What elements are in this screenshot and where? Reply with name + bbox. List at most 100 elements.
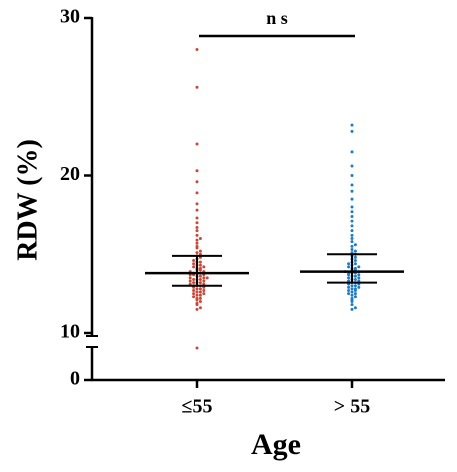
data-point — [198, 293, 202, 297]
data-point — [350, 296, 354, 300]
data-point — [357, 265, 361, 269]
data-point — [350, 214, 354, 218]
data-point — [350, 197, 354, 201]
data-point — [350, 244, 354, 248]
data-point — [195, 238, 199, 242]
data-point — [347, 292, 351, 296]
x-axis-label: Age — [251, 428, 301, 461]
data-point — [195, 229, 199, 233]
data-point — [202, 288, 206, 292]
data-point — [350, 205, 354, 209]
data-point — [195, 142, 199, 146]
data-point — [198, 306, 202, 310]
data-point — [353, 306, 357, 310]
data-point — [350, 229, 354, 233]
data-point — [350, 174, 354, 177]
data-point — [353, 259, 357, 263]
data-point — [353, 266, 357, 270]
data-point — [195, 85, 199, 89]
data-point — [195, 180, 199, 184]
data-point — [195, 244, 199, 248]
data-point — [198, 274, 202, 278]
y-tick-label: 30 — [60, 6, 80, 28]
data-point — [353, 255, 357, 259]
y-tick-label: 20 — [60, 163, 80, 185]
data-point — [350, 129, 354, 133]
data-point — [353, 287, 357, 291]
data-point — [357, 276, 361, 280]
data-point — [347, 262, 351, 266]
data-point — [198, 249, 202, 253]
data-point — [188, 276, 192, 280]
data-point — [198, 266, 202, 270]
data-point — [195, 225, 199, 229]
data-point — [350, 287, 354, 291]
data-point — [192, 277, 196, 281]
data-point — [192, 262, 196, 266]
data-point — [357, 273, 361, 277]
data-point — [195, 296, 199, 300]
data-point — [347, 285, 351, 289]
data-point — [198, 281, 202, 285]
data-point — [192, 288, 196, 292]
data-point — [188, 279, 192, 283]
data-point — [350, 164, 354, 168]
data-point — [192, 281, 196, 285]
data-point — [195, 290, 199, 294]
significance-label: n s — [266, 8, 288, 28]
data-point — [202, 292, 206, 296]
data-point — [353, 274, 357, 278]
data-point — [202, 276, 206, 280]
data-point — [195, 202, 199, 206]
data-point — [350, 248, 354, 252]
data-point — [195, 208, 199, 212]
data-point — [195, 233, 199, 237]
data-point — [350, 240, 354, 244]
data-point — [198, 237, 202, 240]
data-point — [350, 293, 354, 297]
y-axis-label: RDW (%) — [12, 139, 43, 261]
data-point — [195, 221, 199, 225]
data-point — [353, 243, 357, 247]
data-point — [195, 307, 199, 311]
data-point — [195, 251, 199, 255]
data-point — [353, 262, 357, 266]
data-point — [350, 183, 354, 187]
data-point — [347, 276, 351, 280]
data-point — [195, 293, 199, 297]
data-point — [198, 277, 202, 281]
data-point — [353, 284, 357, 288]
data-point — [202, 265, 206, 269]
data-point — [350, 237, 354, 240]
data-point — [198, 300, 202, 303]
y-tick-label: 0 — [70, 368, 80, 390]
data-point — [195, 48, 199, 51]
data-point — [202, 279, 206, 283]
data-point — [353, 249, 357, 253]
data-point — [350, 290, 354, 294]
data-point — [353, 292, 357, 296]
data-point — [198, 263, 202, 267]
data-point — [350, 210, 354, 214]
data-point — [198, 287, 202, 291]
data-point — [198, 296, 202, 300]
data-point — [350, 150, 354, 154]
y-tick-label: 10 — [60, 321, 80, 343]
data-point — [195, 169, 199, 173]
x-tick-label: > 55 — [334, 396, 370, 418]
data-point — [195, 191, 199, 195]
data-point — [347, 288, 351, 292]
data-point — [350, 219, 354, 223]
data-point — [195, 346, 199, 350]
data-point — [192, 295, 196, 299]
data-point — [195, 241, 199, 245]
data-point — [198, 290, 202, 294]
data-point — [350, 303, 354, 307]
data-point — [198, 260, 202, 264]
data-point — [350, 233, 354, 237]
data-point — [195, 287, 199, 291]
data-point — [350, 189, 354, 193]
x-tick-label: ≤55 — [182, 396, 213, 418]
data-point — [353, 295, 357, 299]
data-point — [353, 277, 357, 281]
